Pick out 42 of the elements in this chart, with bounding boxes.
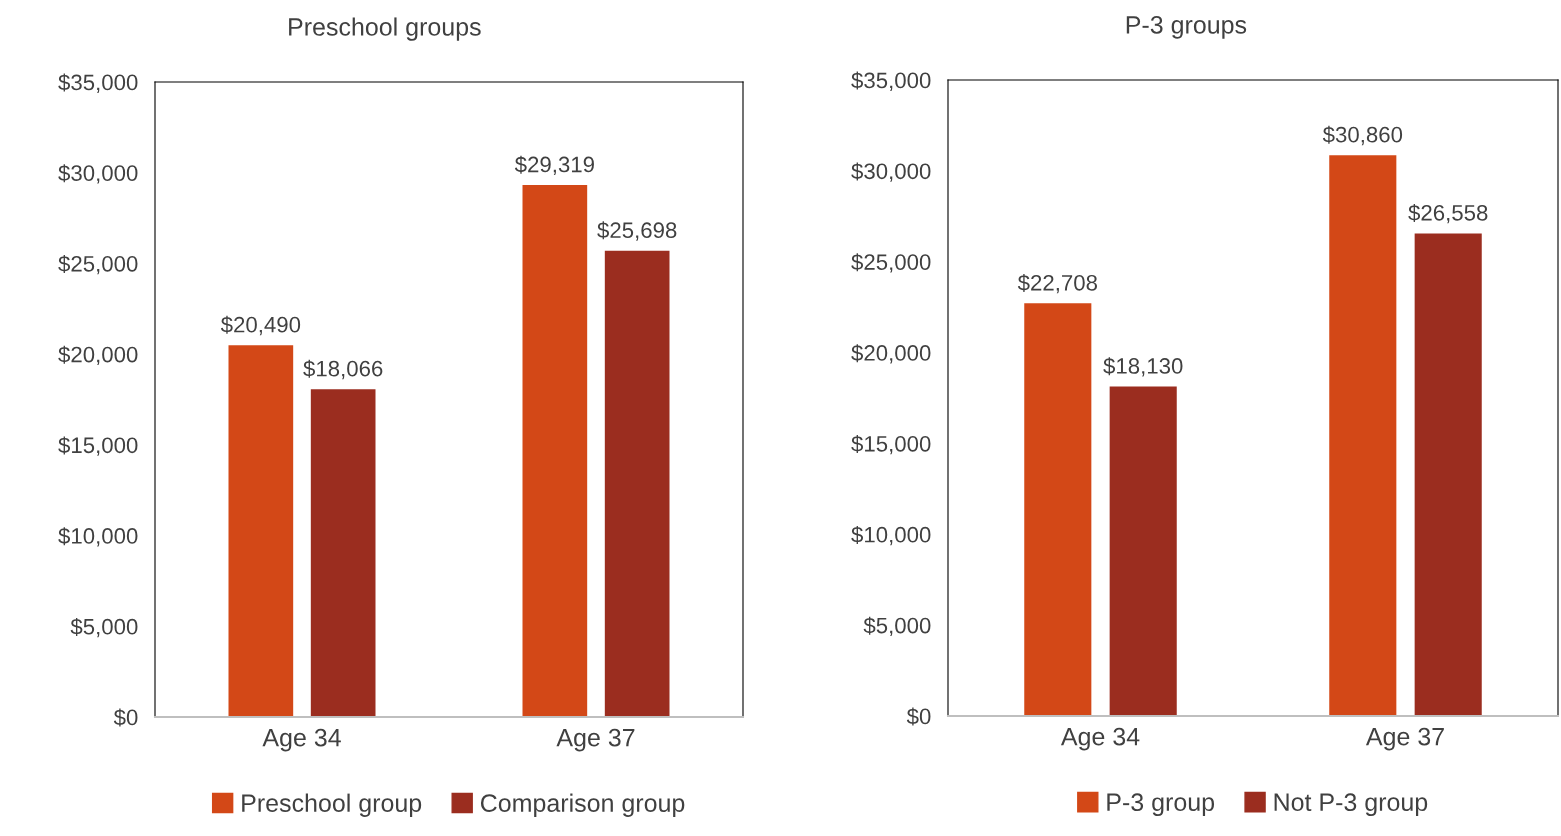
bar <box>1414 233 1482 716</box>
y-tick-label: $15,000 <box>851 435 931 455</box>
y-tick-label: $0 <box>906 707 931 726</box>
y-tick-label: $10,000 <box>58 527 138 547</box>
y-tick-label: $5,000 <box>863 616 931 637</box>
data-label: $18,066 <box>303 359 383 380</box>
data-label: $18,130 <box>1103 357 1183 377</box>
bar <box>1109 386 1177 716</box>
x-tick-label: Age 34 <box>262 728 341 752</box>
y-tick-label: $0 <box>113 708 138 727</box>
data-label: $22,708 <box>1017 273 1097 294</box>
bar <box>522 185 588 717</box>
y-tick-label: $25,000 <box>851 253 931 273</box>
x-tick-label: Age 37 <box>1365 727 1444 751</box>
y-tick-label: $30,000 <box>851 162 931 182</box>
y-tick-label: $35,000 <box>851 71 931 91</box>
y-tick-label: $20,000 <box>58 345 138 366</box>
bar <box>1024 303 1092 716</box>
chart-title: Preschool groups <box>289 17 481 41</box>
data-label: $30,860 <box>1322 125 1403 146</box>
data-label: $29,319 <box>514 155 594 175</box>
y-tick-label: $35,000 <box>58 73 138 93</box>
bar <box>310 389 376 717</box>
legend-label: Preschool group <box>242 793 422 817</box>
y-tick-label: $20,000 <box>851 344 931 364</box>
bar <box>604 250 670 717</box>
data-label: $20,490 <box>220 315 301 336</box>
y-tick-label: $10,000 <box>851 525 931 546</box>
chart-title: P-3 groups <box>1126 16 1247 39</box>
y-tick-label: $15,000 <box>58 436 138 456</box>
data-label: $25,698 <box>597 221 677 241</box>
bar <box>1329 155 1397 716</box>
legend-label: Not P-3 group <box>1274 793 1428 816</box>
bar <box>228 345 294 717</box>
y-tick-label: $30,000 <box>58 164 138 184</box>
legend-label: P-3 group <box>1107 793 1215 816</box>
x-tick-label: Age 37 <box>556 728 635 752</box>
y-tick-label: $5,000 <box>70 617 138 638</box>
legend-label: Comparison group <box>480 793 685 817</box>
y-tick-label: $25,000 <box>58 255 138 275</box>
data-label: $26,558 <box>1408 204 1488 224</box>
x-tick-label: Age 34 <box>1060 727 1140 751</box>
